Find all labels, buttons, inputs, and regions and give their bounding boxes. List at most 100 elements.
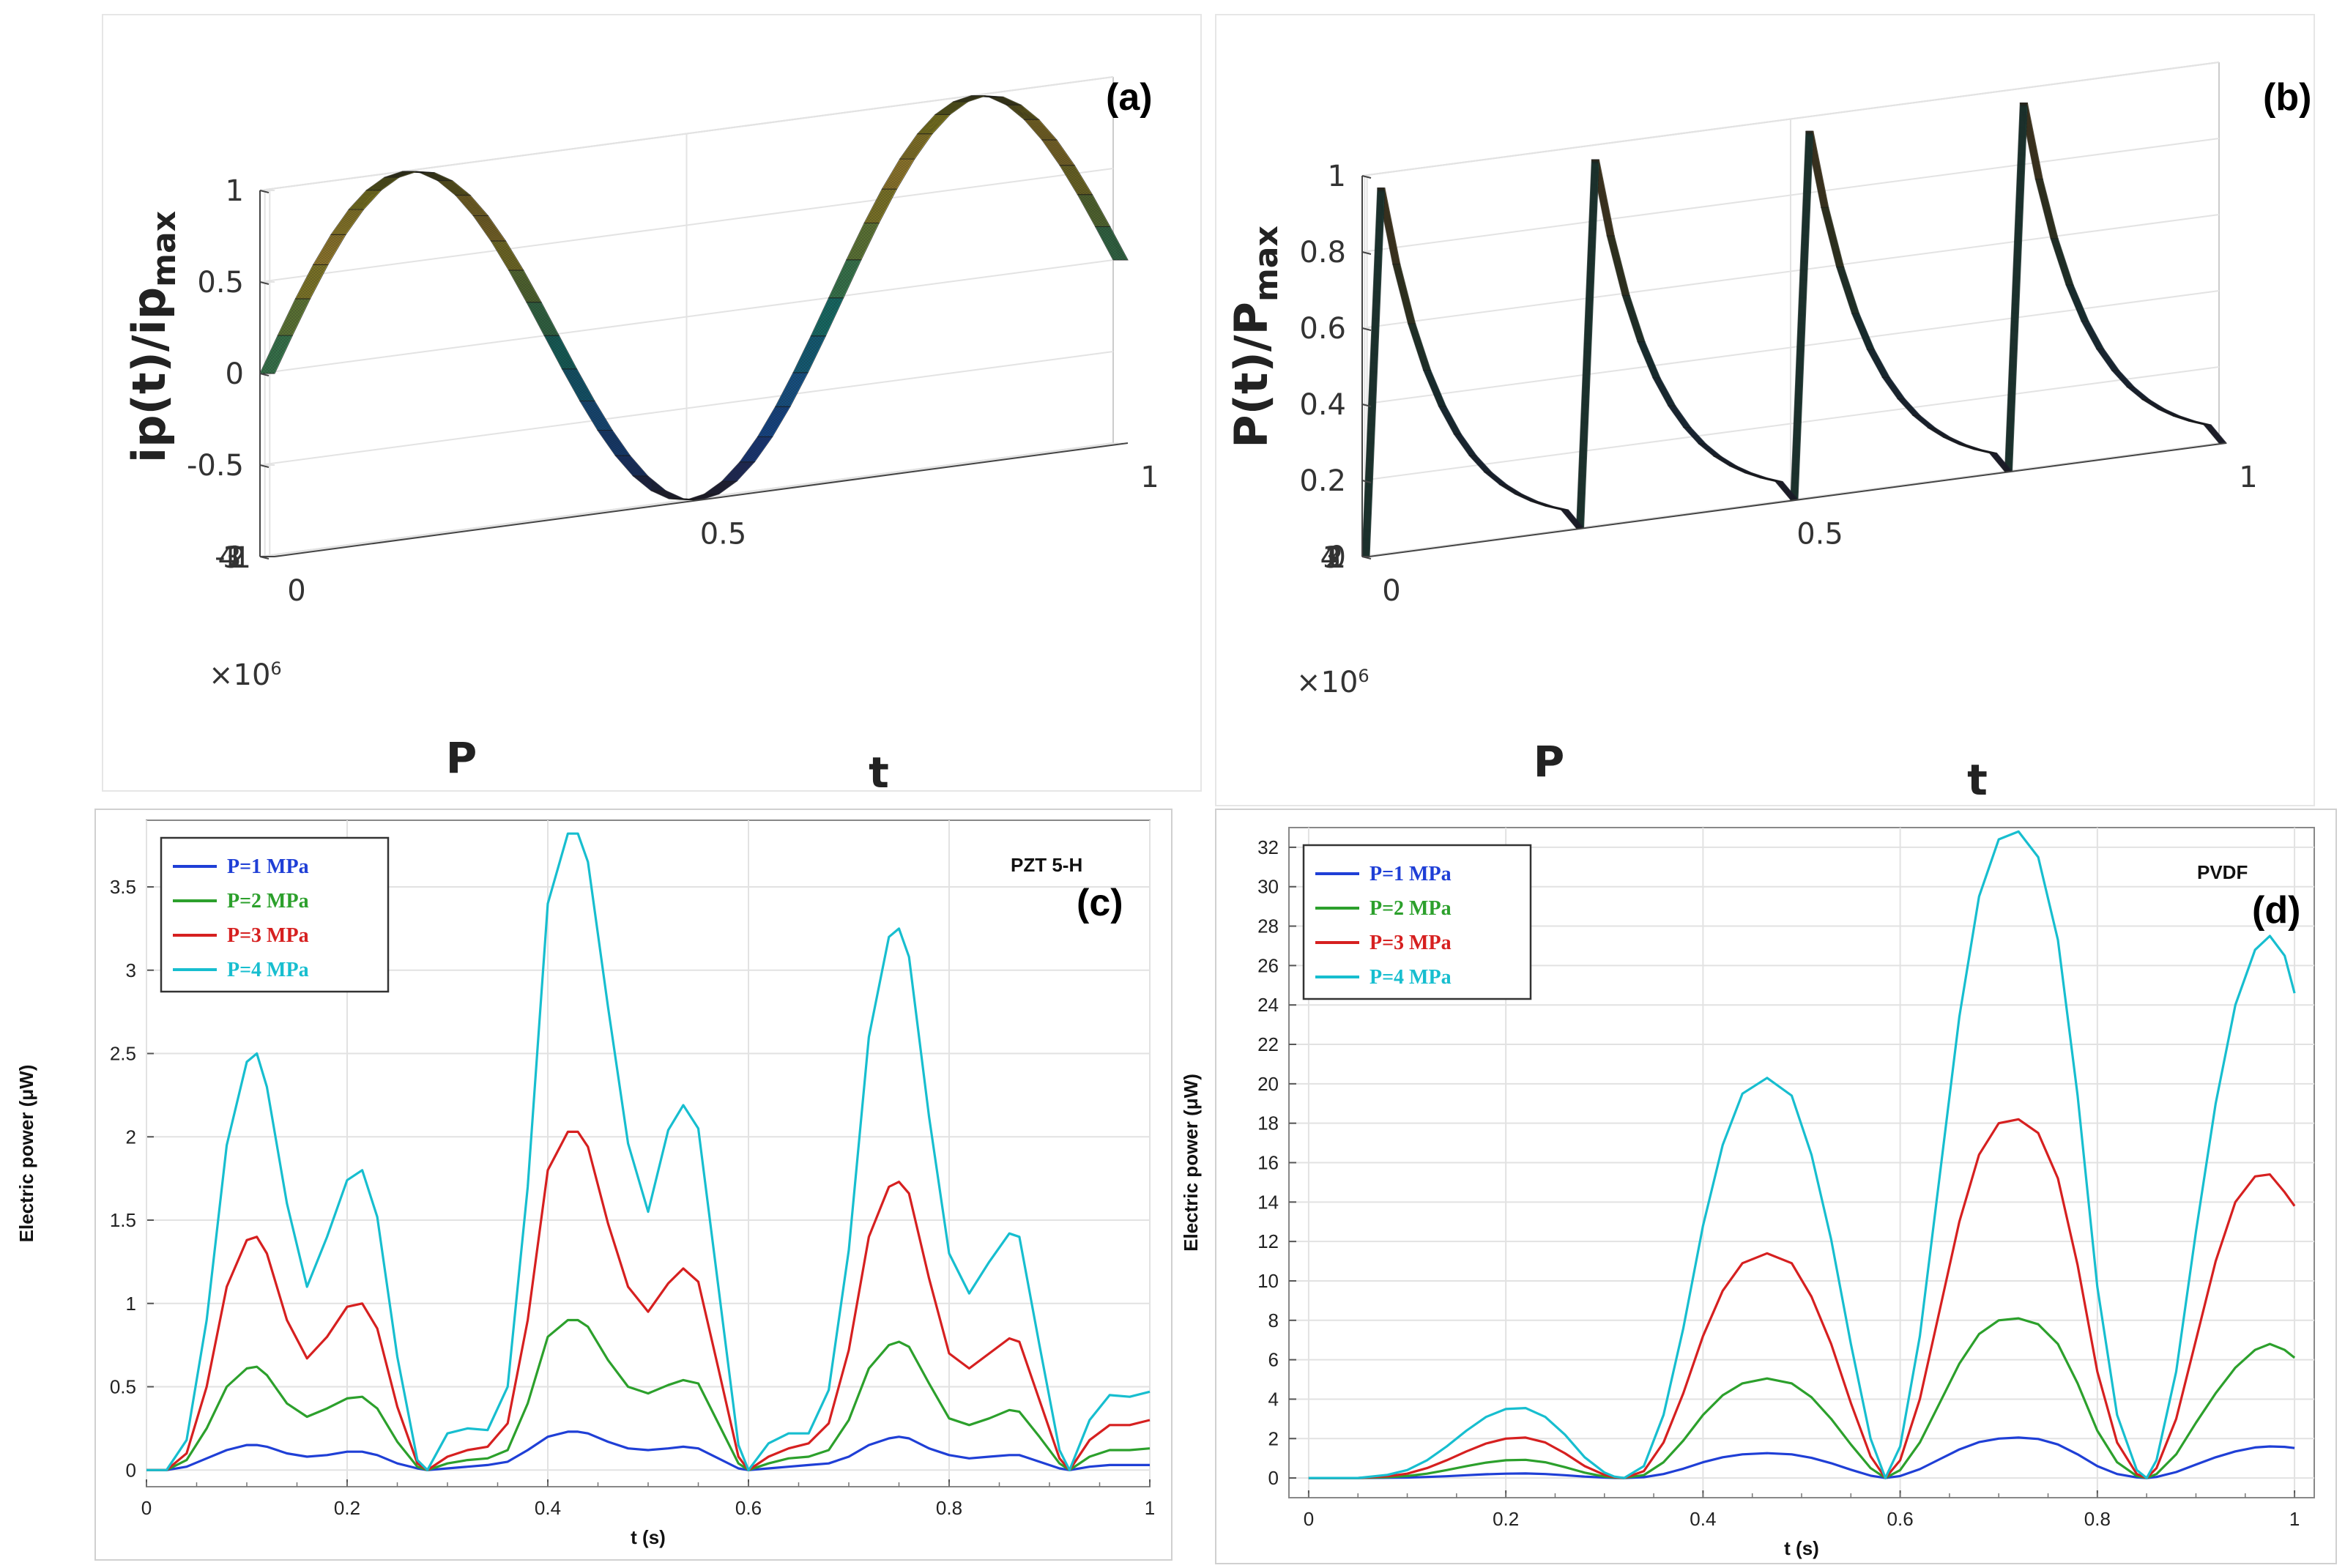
surface-mesh [1361, 103, 2228, 557]
z-tick-label: 0 [226, 357, 244, 391]
y-tick-label: 14 [1257, 1191, 1279, 1213]
z-tick [259, 464, 270, 468]
legend-box [1302, 844, 1532, 1000]
p-tick-label: 3 [1323, 541, 1341, 575]
x-tick-label: 0 [1304, 1508, 1314, 1530]
legend-box [160, 836, 390, 993]
x-tick-label: 1 [1145, 1497, 1155, 1519]
y-tick-label: 20 [1257, 1073, 1279, 1095]
panel-b-frame [1215, 14, 2315, 806]
y-axis-title: Electric power (μW) [15, 1065, 37, 1243]
series-line-P-3-MPa [1308, 1118, 2296, 1479]
series-line-P-2-MPa [1308, 1317, 2296, 1479]
x-axis-title: t (s) [1784, 1537, 1819, 1559]
z-tick [1361, 404, 1372, 407]
y-tick-label: 0.5 [110, 1376, 136, 1398]
legend: P=1 MPa P=2 MPa P=3 MPa P=4 MPa [1302, 844, 1532, 1000]
x-axis-title: t (s) [631, 1526, 666, 1548]
y-tick-label: 2 [126, 1126, 136, 1148]
z-tick [1361, 556, 1372, 560]
t-tick-label: 1 [2239, 461, 2257, 494]
x-tick-label: 0.2 [1493, 1508, 1519, 1530]
z-tick-label: 1 [226, 174, 244, 208]
p-multiplier: ×106 [209, 658, 282, 692]
y-tick-label: 0 [1268, 1467, 1279, 1489]
legend-entry: P=3 MPa [1370, 932, 1452, 954]
p-tick-label: 3 [223, 541, 241, 575]
p-axis-title: P [1534, 737, 1565, 787]
x-tick-label: 0.2 [334, 1497, 360, 1519]
p-tick-label: 2 [1325, 541, 1343, 575]
x-tick-label: 0.6 [735, 1497, 762, 1519]
t-tick-label: 0.5 [700, 518, 747, 551]
z-tick-label: -1 [215, 540, 244, 574]
z-tick-label: 1 [1328, 160, 1346, 193]
p-tick-label: 4 [218, 541, 237, 575]
y-tick-label: 12 [1257, 1230, 1279, 1252]
t-axis-line [1369, 442, 2227, 557]
z-tick [1361, 480, 1372, 483]
legend: P=1 MPa P=2 MPa P=3 MPa P=4 MPa [160, 836, 390, 993]
series-line-P-4-MPa [1308, 830, 2296, 1479]
series-line-P-2-MPa [146, 1318, 1151, 1471]
panel-a-frame [102, 14, 1202, 792]
x-tick-label: 0.4 [535, 1497, 561, 1519]
x-tick-label: 0.4 [1690, 1508, 1716, 1530]
z-tick [259, 556, 270, 560]
y-tick-label: 30 [1257, 876, 1279, 898]
p-tick-label: 1 [1328, 541, 1346, 575]
p-axis-title: P [446, 733, 477, 783]
t-tick-label: 1 [1140, 461, 1159, 494]
z-tick [1361, 251, 1372, 255]
y-tick-label: 4 [1268, 1388, 1279, 1410]
z-tick [1361, 327, 1372, 331]
t-tick-label: 0 [287, 574, 305, 608]
p-tick-label: 1 [233, 541, 251, 575]
y-tick-label: 32 [1257, 836, 1279, 858]
t-axis-title: t [1967, 755, 1988, 805]
panel-label: (d) [2252, 889, 2300, 932]
z-tick [259, 373, 270, 376]
y-tick-label: 10 [1257, 1270, 1279, 1292]
y-tick-label: 6 [1268, 1349, 1279, 1371]
y-tick-label: 3.5 [110, 876, 136, 898]
legend-entry: P=1 MPa [1370, 863, 1452, 885]
p-tick-label: 2 [228, 541, 246, 575]
y-tick-label: 2.5 [110, 1043, 136, 1065]
legend-entry: P=4 MPa [1370, 966, 1452, 989]
z-tick-label: 0.8 [1299, 236, 1346, 270]
series-line-P-1-MPa [146, 1430, 1150, 1471]
z-tick [1361, 175, 1372, 179]
x-tick-label: 0 [141, 1497, 152, 1519]
y-tick-label: 18 [1257, 1112, 1279, 1134]
z-tick-label: 0.4 [1299, 388, 1346, 422]
y-tick-label: 2 [1268, 1427, 1279, 1449]
z-tick-label: 0 [1328, 540, 1346, 574]
legend-entry: P=3 MPa [227, 924, 309, 947]
y-tick-label: 0 [126, 1459, 136, 1481]
x-tick-label: 0.6 [1887, 1508, 1914, 1530]
surface-patch [1107, 226, 1129, 261]
panel-label-b: (b) [2263, 76, 2311, 119]
y-tick-label: 8 [1268, 1309, 1279, 1331]
y-axis-title: Electric power (μW) [1180, 1074, 1202, 1252]
panel-label: (c) [1077, 882, 1123, 924]
legend-entry: P=2 MPa [227, 890, 309, 913]
x-tick-label: 1 [2289, 1508, 2300, 1530]
surface-mesh [259, 95, 1129, 501]
series-line-P-1-MPa [1308, 1436, 2295, 1479]
t-tick-label: 0.5 [1796, 518, 1843, 551]
z-tick-label: 0.6 [1299, 312, 1346, 346]
y-tick-label: 26 [1257, 954, 1279, 976]
legend-entry: P=1 MPa [227, 855, 309, 878]
panel-label-a: (a) [1106, 76, 1153, 119]
t-tick-label: 0 [1382, 574, 1400, 608]
y-tick-label: 1 [126, 1293, 136, 1315]
z-tick [259, 190, 270, 193]
y-tick-label: 16 [1257, 1152, 1279, 1174]
line-chart-c: 0 0.5 1 1.5 2 2.5 3 3.5 0 0.2 0.4 0.6 0.8 1 t (s) Elect… [15, 820, 1155, 1548]
